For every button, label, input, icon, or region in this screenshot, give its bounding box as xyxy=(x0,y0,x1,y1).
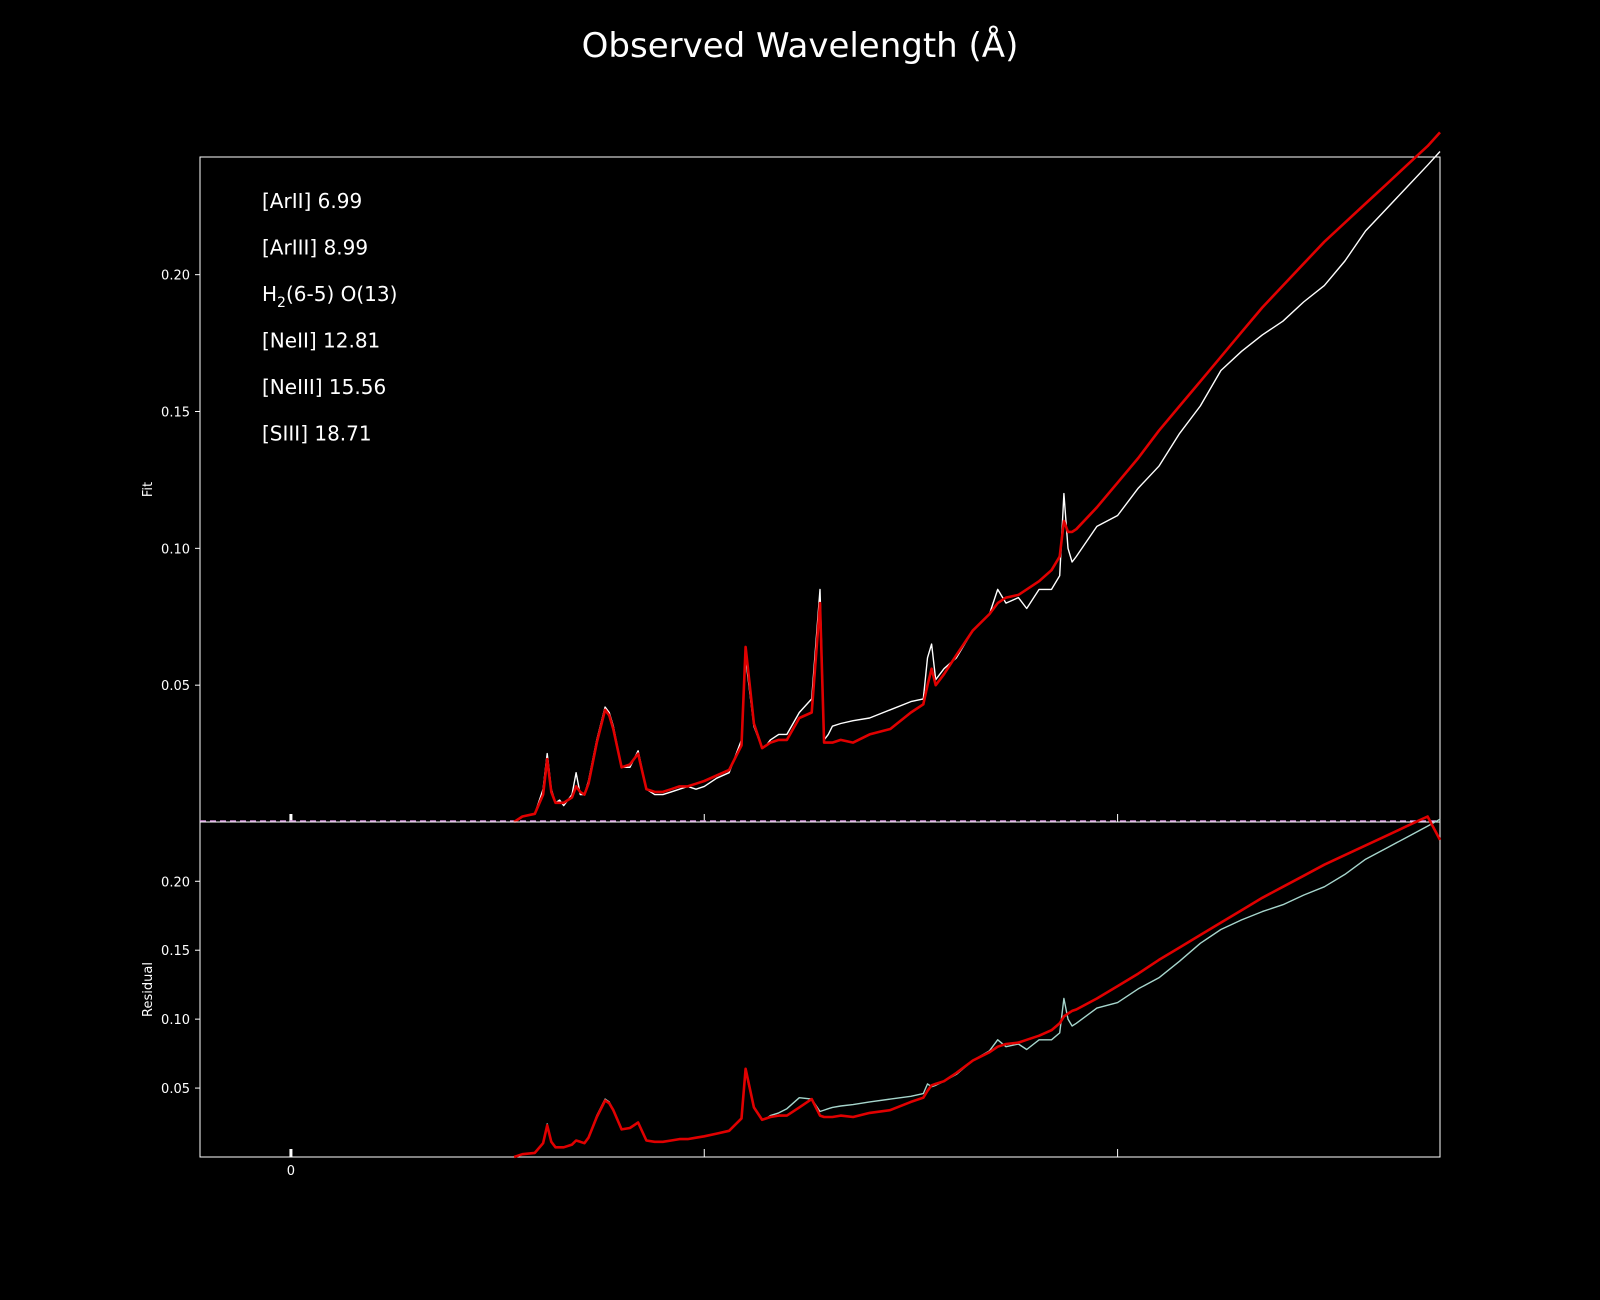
fit-y-axis-label: Fit xyxy=(141,482,156,497)
emission-line-label: [SIII] 18.71 xyxy=(262,422,372,446)
residual-y-tick-label: 0.15 xyxy=(161,944,190,959)
emission-line-label: [NeIII] 15.56 xyxy=(262,375,386,399)
residual-panel: 0.05 0.10 0.15 0.20 0 xyxy=(161,815,1442,1179)
fit-y-tick-label: 0.20 xyxy=(161,269,190,284)
fit-axes-frame xyxy=(199,156,1441,823)
residual-x-tick-label: 0 xyxy=(287,1164,295,1179)
residual-y-tick-label: 0.10 xyxy=(161,1013,190,1028)
residual-y-axis-label: Residual xyxy=(141,962,156,1017)
fit-y-tick-label: 0.10 xyxy=(161,542,190,557)
residual-model-line xyxy=(513,815,1442,1159)
fit-y-tick-label: 0.15 xyxy=(161,406,190,421)
residual-y-tick-label: 0.05 xyxy=(161,1082,190,1097)
emission-line-label: H2(6-5) O(13) xyxy=(262,282,397,311)
fit-y-tick-label: 0.05 xyxy=(161,679,190,694)
figure-title: Observed Wavelength (Å) xyxy=(581,26,1019,66)
residual-observed-line xyxy=(513,818,1441,1158)
fit-model-line xyxy=(513,131,1441,824)
residual-y-tick-label: 0.20 xyxy=(161,875,190,890)
fit-panel: 0.05 0.10 0.15 0.20 [ArII] 6.99 [ArIII] 8.99 H… xyxy=(161,131,1441,824)
emission-line-label: [ArII] 6.99 xyxy=(262,189,362,213)
emission-line-label: [NeII] 12.81 xyxy=(262,329,380,353)
fit-observed-line xyxy=(513,151,1441,823)
emission-line-label: [ArIII] 8.99 xyxy=(262,236,368,260)
residual-axes-frame xyxy=(199,821,1441,1158)
